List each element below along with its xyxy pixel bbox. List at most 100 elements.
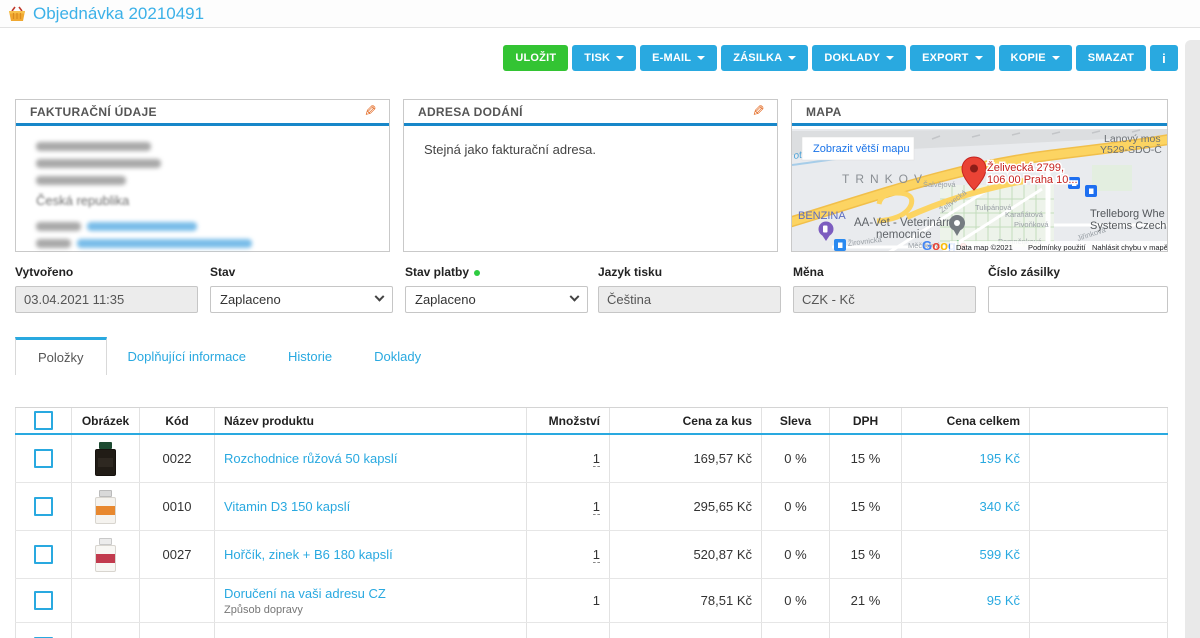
map-report-error-link[interactable]: Nahlásit chybu v mapě [1092, 243, 1167, 251]
green-patch [1092, 165, 1132, 191]
larger-map-link[interactable]: Zobrazit větší mapu [801, 136, 915, 161]
product-code: 0010 [140, 483, 215, 530]
currency-label: Měna [793, 265, 824, 279]
street-line [888, 185, 993, 251]
print-language-input [598, 286, 781, 313]
redacted-bar [36, 222, 81, 231]
save-button[interactable]: ULOŽIT [503, 45, 569, 71]
discount: 0 % [762, 435, 830, 482]
product-name-link[interactable]: Hořčík, zinek + B6 180 kapslí [224, 547, 393, 562]
redacted-email-line [36, 239, 389, 248]
map-terms-link[interactable]: Podmínky použití [1028, 243, 1086, 251]
header-total: Cena celkem [902, 408, 1030, 433]
street-label: Karafiátová [1005, 210, 1044, 219]
tab-items[interactable]: Položky [15, 337, 107, 375]
row-checkbox[interactable] [34, 449, 53, 468]
tab-history[interactable]: Historie [267, 337, 353, 375]
documents-button[interactable]: DOKLADY [812, 45, 907, 71]
dropdown-caret-icon [697, 56, 706, 60]
discount: 0 % [762, 623, 830, 638]
print-button-label: TISK [584, 52, 611, 64]
tab-documents-label: Doklady [374, 348, 422, 364]
row-checkbox[interactable] [34, 591, 53, 610]
row-actions [1030, 579, 1168, 622]
created-field: Vytvořeno [15, 265, 198, 313]
total-price-link[interactable]: 195 Kč [979, 451, 1020, 466]
quantity-editable[interactable]: 1 [592, 498, 600, 515]
unit-price: 78,51 Kč [610, 579, 762, 622]
table-header-row: Obrázek Kód Název produktu Množství Cena… [15, 407, 1168, 435]
shipping-panel-body: Stejná jako fakturační adresa. [404, 126, 777, 157]
select-all-checkbox[interactable] [34, 411, 53, 430]
delete-button[interactable]: SMAZAT [1075, 45, 1146, 71]
billing-panel-body: Česká republika [16, 126, 389, 248]
info-button[interactable]: i [1150, 45, 1178, 71]
email-button[interactable]: E-MAIL [640, 45, 718, 71]
info-icon: i [1162, 50, 1166, 66]
email-link-redacted[interactable] [77, 239, 252, 248]
vet-clinic-label-line1: AA-Vet - Veterinární [854, 217, 956, 229]
redacted-phone-line [36, 222, 389, 231]
redacted-bar [36, 176, 126, 185]
total-price-link[interactable]: 95 Kč [986, 593, 1020, 608]
header-actions [1030, 408, 1168, 433]
tab-additional-info[interactable]: Doplňující informace [107, 337, 268, 375]
dropdown-caret-icon [616, 56, 625, 60]
shipment-button[interactable]: ZÁSILKA [721, 45, 809, 71]
export-button[interactable]: EXPORT [910, 45, 995, 71]
edit-billing-icon[interactable]: ✎ [364, 103, 377, 120]
order-tabs: Položky Doplňující informace Historie Do… [15, 337, 442, 375]
row-checkbox[interactable] [34, 545, 53, 564]
tab-documents[interactable]: Doklady [353, 337, 442, 375]
quantity-editable[interactable]: 1 [592, 546, 600, 563]
print-button[interactable]: TISK [572, 45, 637, 71]
total-price-link[interactable]: 340 Kč [979, 499, 1020, 514]
page-header: Objednávka 20210491 [0, 0, 1200, 28]
parcel-locker-icon [1085, 185, 1097, 197]
tab-items-label: Položky [38, 350, 84, 365]
product-name-link[interactable]: Vitamin D3 150 kapslí [224, 499, 351, 514]
parcel-locker-icon [1068, 177, 1080, 189]
payment-status-select[interactable]: Zaplaceno [405, 286, 588, 313]
tracking-number-label: Číslo zásilky [988, 265, 1061, 279]
documents-button-label: DOKLADY [824, 52, 881, 64]
vat: 15 % [830, 531, 902, 578]
map-panel: MAPA [791, 99, 1168, 252]
google-map-embed[interactable]: TRNKOV otok Šalvějová Želivecká Tulipáno… [792, 129, 1167, 251]
row-actions [1030, 623, 1168, 638]
tracking-number-input[interactable] [988, 286, 1168, 313]
quantity-editable[interactable]: 1 [592, 450, 600, 467]
print-language-field: Jazyk tisku [598, 265, 781, 313]
status-select[interactable]: Zaplaceno [210, 286, 393, 313]
total-price-link[interactable]: 599 Kč [979, 547, 1020, 562]
save-button-label: ULOŽIT [515, 52, 557, 64]
street-label: Pivoňková [1014, 220, 1049, 229]
export-button-label: EXPORT [922, 52, 969, 64]
shipping-panel-title: ADRESA DODÁNÍ [418, 104, 523, 119]
email-button-label: E-MAIL [652, 52, 692, 64]
map-attribution-bar [950, 241, 1167, 251]
trelleborg-label-line2: Systems Czech [1090, 220, 1166, 232]
row-checkbox[interactable] [34, 497, 53, 516]
product-name-link[interactable]: Rozchodnice růžová 50 kapslí [224, 451, 398, 466]
phone-link-redacted[interactable] [87, 222, 197, 231]
order-toolbar: ULOŽIT TISK E-MAIL ZÁSILKA DOKLADY EXPOR… [503, 45, 1178, 71]
shipping-method-link[interactable]: Doručení na vaši adresu CZ [224, 585, 386, 601]
billing-panel-title: FAKTURAČNÍ ÚDAJE [30, 104, 157, 119]
payment-status-field: Stav platby Zaplaceno [405, 265, 588, 313]
payment-code-empty [140, 623, 215, 638]
vat: 21 % [830, 623, 902, 638]
header-vat: DPH [830, 408, 902, 433]
destination-marker-icon[interactable] [961, 156, 987, 191]
street-label: Šalvějová [923, 180, 956, 189]
shipment-button-label: ZÁSILKA [733, 52, 783, 64]
vet-clinic-label-line2: nemocnice [876, 229, 932, 241]
map-canvas: TRNKOV otok Šalvějová Želivecká Tulipáno… [792, 129, 1167, 251]
edit-shipping-icon[interactable]: ✎ [752, 103, 765, 120]
page-title: Objednávka 20210491 [33, 3, 205, 23]
copy-button[interactable]: KOPIE [998, 45, 1072, 71]
print-language-label: Jazyk tisku [598, 265, 663, 279]
status-field: Stav Zaplaceno [210, 265, 393, 313]
tab-history-label: Historie [288, 348, 333, 364]
